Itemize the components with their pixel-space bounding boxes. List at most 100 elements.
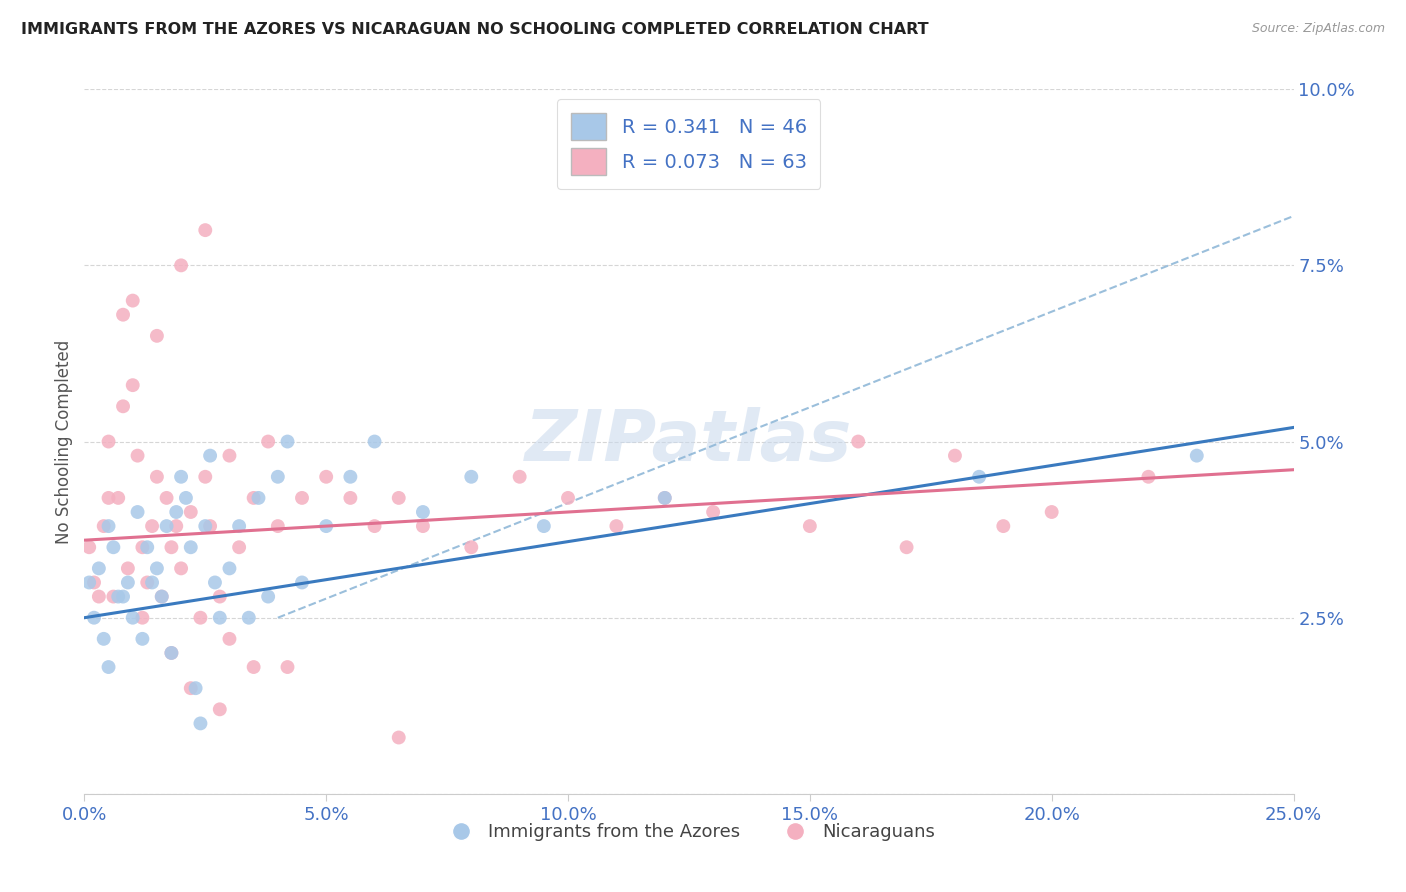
Point bbox=[533, 519, 555, 533]
Point bbox=[77, 540, 100, 554]
Point bbox=[131, 610, 153, 624]
Point bbox=[1040, 505, 1063, 519]
Point bbox=[208, 590, 231, 604]
Y-axis label: No Schooling Completed: No Schooling Completed bbox=[55, 340, 73, 543]
Point bbox=[141, 519, 163, 533]
Point bbox=[218, 449, 240, 463]
Point bbox=[194, 469, 217, 483]
Point bbox=[146, 469, 169, 483]
Point bbox=[412, 505, 434, 519]
Point bbox=[267, 519, 290, 533]
Point bbox=[180, 681, 202, 696]
Point bbox=[112, 590, 135, 604]
Point bbox=[247, 491, 270, 505]
Point bbox=[257, 590, 280, 604]
Point bbox=[97, 519, 120, 533]
Point bbox=[218, 561, 240, 575]
Point bbox=[257, 434, 280, 449]
Point bbox=[107, 491, 129, 505]
Point bbox=[180, 505, 202, 519]
Point bbox=[146, 328, 169, 343]
Point bbox=[339, 469, 361, 483]
Point bbox=[702, 505, 724, 519]
Point bbox=[276, 660, 298, 674]
Point bbox=[1137, 469, 1160, 483]
Point bbox=[208, 702, 231, 716]
Point bbox=[896, 540, 918, 554]
Text: ZIPatlas: ZIPatlas bbox=[526, 407, 852, 476]
Point bbox=[993, 519, 1015, 533]
Point bbox=[1185, 449, 1208, 463]
Point bbox=[83, 610, 105, 624]
Point bbox=[228, 519, 250, 533]
Point bbox=[388, 491, 411, 505]
Point bbox=[165, 519, 187, 533]
Point bbox=[943, 449, 966, 463]
Point bbox=[160, 646, 183, 660]
Point bbox=[170, 469, 193, 483]
Point bbox=[460, 469, 482, 483]
Point bbox=[136, 575, 159, 590]
Point bbox=[315, 519, 337, 533]
Point bbox=[363, 434, 385, 449]
Point bbox=[117, 561, 139, 575]
Point bbox=[141, 575, 163, 590]
Point bbox=[121, 610, 143, 624]
Point bbox=[218, 632, 240, 646]
Point bbox=[194, 519, 217, 533]
Point bbox=[339, 491, 361, 505]
Point bbox=[557, 491, 579, 505]
Point bbox=[165, 505, 187, 519]
Point bbox=[93, 632, 115, 646]
Point bbox=[412, 519, 434, 533]
Point bbox=[112, 308, 135, 322]
Point bbox=[83, 575, 105, 590]
Point bbox=[388, 731, 411, 745]
Point bbox=[155, 491, 177, 505]
Point bbox=[190, 610, 212, 624]
Point bbox=[146, 561, 169, 575]
Point bbox=[170, 561, 193, 575]
Point bbox=[460, 540, 482, 554]
Point bbox=[103, 540, 125, 554]
Point bbox=[112, 399, 135, 413]
Point bbox=[97, 491, 120, 505]
Point bbox=[654, 491, 676, 505]
Point bbox=[190, 716, 212, 731]
Point bbox=[150, 590, 173, 604]
Point bbox=[238, 610, 260, 624]
Point bbox=[194, 223, 217, 237]
Point bbox=[160, 540, 183, 554]
Legend: Immigrants from the Azores, Nicaraguans: Immigrants from the Azores, Nicaraguans bbox=[436, 816, 942, 848]
Point bbox=[121, 293, 143, 308]
Point bbox=[654, 491, 676, 505]
Point bbox=[121, 378, 143, 392]
Point bbox=[967, 469, 990, 483]
Text: Source: ZipAtlas.com: Source: ZipAtlas.com bbox=[1251, 22, 1385, 36]
Point bbox=[846, 434, 869, 449]
Point bbox=[160, 646, 183, 660]
Point bbox=[198, 519, 221, 533]
Point bbox=[103, 590, 125, 604]
Point bbox=[291, 491, 314, 505]
Point bbox=[267, 469, 290, 483]
Point bbox=[204, 575, 226, 590]
Point bbox=[150, 590, 173, 604]
Point bbox=[136, 540, 159, 554]
Point bbox=[107, 590, 129, 604]
Point bbox=[155, 519, 177, 533]
Point bbox=[170, 258, 193, 272]
Point bbox=[228, 540, 250, 554]
Point bbox=[315, 469, 337, 483]
Point bbox=[363, 519, 385, 533]
Point bbox=[509, 469, 531, 483]
Point bbox=[117, 575, 139, 590]
Point bbox=[97, 660, 120, 674]
Point bbox=[174, 491, 197, 505]
Point bbox=[242, 660, 264, 674]
Point bbox=[127, 449, 149, 463]
Point bbox=[180, 540, 202, 554]
Point bbox=[131, 632, 153, 646]
Point bbox=[242, 491, 264, 505]
Point bbox=[127, 505, 149, 519]
